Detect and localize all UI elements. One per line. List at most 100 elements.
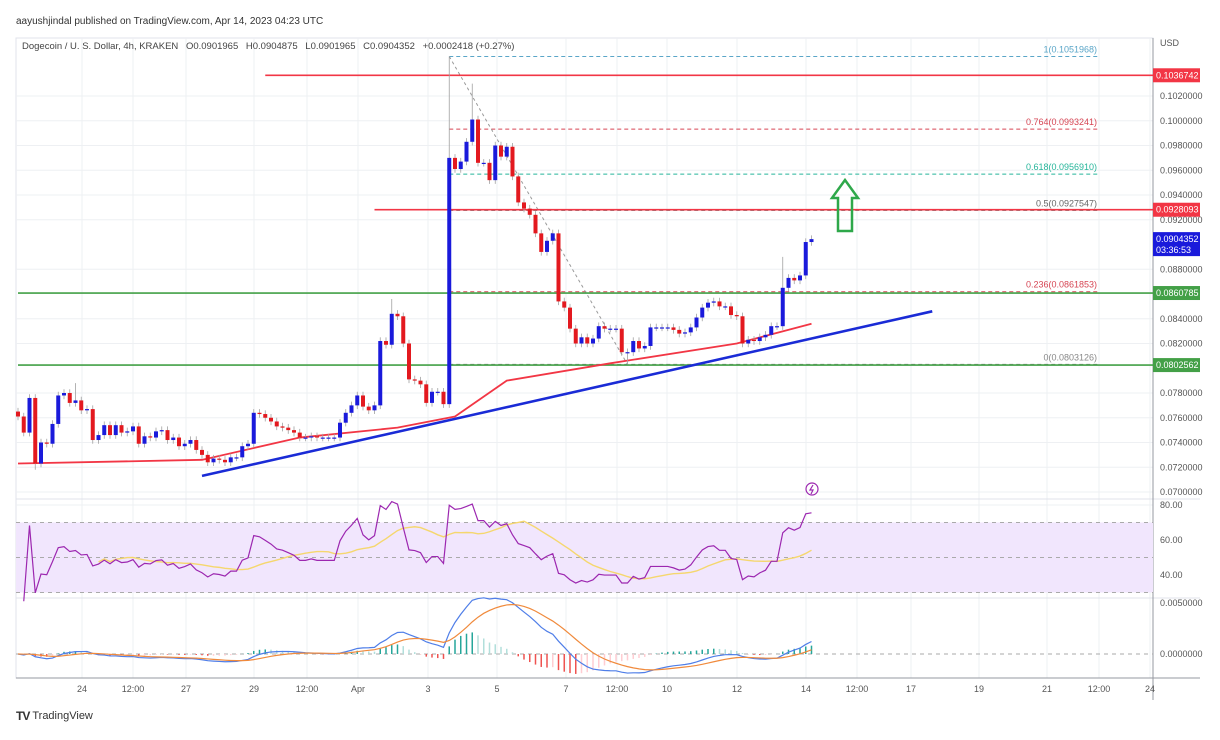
candle-body bbox=[217, 458, 222, 460]
candle bbox=[487, 159, 492, 184]
candle-body bbox=[159, 430, 164, 432]
candle-body bbox=[366, 406, 371, 411]
candle bbox=[102, 421, 107, 439]
candle-body bbox=[326, 437, 331, 439]
time-tick-label: 24 bbox=[1145, 684, 1155, 694]
candle-body bbox=[389, 313, 394, 345]
candle-body bbox=[533, 214, 538, 234]
price-tick-label: 0.0780000 bbox=[1160, 388, 1203, 398]
candle bbox=[476, 115, 480, 167]
candle bbox=[648, 323, 653, 350]
candle-body bbox=[706, 302, 710, 308]
candle-body bbox=[435, 391, 440, 393]
candle-body bbox=[246, 443, 250, 447]
candle-body bbox=[257, 412, 262, 415]
arrow-up-icon bbox=[829, 177, 861, 233]
candle bbox=[280, 422, 285, 432]
candle-body bbox=[493, 145, 498, 181]
candle-body bbox=[430, 391, 434, 403]
trendline bbox=[201, 310, 933, 478]
price-tick-label: 0.0760000 bbox=[1160, 413, 1203, 423]
candle-body bbox=[763, 334, 768, 338]
candle bbox=[131, 422, 135, 436]
candle-body bbox=[79, 400, 84, 411]
price-label: 0.0928093 bbox=[1156, 205, 1199, 215]
tradingview-logo[interactable]: TV TradingView bbox=[16, 709, 93, 723]
candle-body bbox=[769, 326, 774, 335]
candle bbox=[309, 432, 314, 442]
candle-body bbox=[585, 337, 590, 344]
candle bbox=[378, 337, 383, 410]
candle bbox=[458, 157, 463, 173]
candle-body bbox=[734, 315, 739, 317]
candle-body bbox=[361, 395, 365, 407]
candle bbox=[269, 414, 273, 426]
legend-low: L0.0901965 bbox=[305, 41, 356, 52]
candle-body bbox=[355, 395, 360, 406]
candle bbox=[113, 421, 118, 439]
candle-body bbox=[171, 437, 176, 441]
candle bbox=[533, 211, 538, 238]
time-tick-label: 5 bbox=[494, 684, 499, 694]
candle-body bbox=[545, 240, 549, 252]
candle-body bbox=[338, 422, 342, 438]
time-tick-label: 17 bbox=[906, 684, 916, 694]
candle bbox=[154, 427, 158, 442]
candle bbox=[177, 433, 181, 450]
candle bbox=[430, 388, 434, 407]
candle-body bbox=[320, 437, 325, 439]
candle bbox=[263, 410, 268, 422]
candle bbox=[642, 342, 647, 353]
candle bbox=[688, 323, 693, 337]
current-price-box bbox=[1153, 232, 1200, 257]
candle-body bbox=[510, 146, 515, 177]
candle bbox=[67, 389, 72, 407]
moving-average-line bbox=[17, 322, 812, 465]
candle-body bbox=[131, 426, 135, 432]
candle bbox=[435, 388, 440, 396]
candle bbox=[711, 297, 716, 307]
candle-body bbox=[349, 405, 354, 413]
candle-body bbox=[33, 397, 38, 464]
candle-body bbox=[775, 326, 779, 328]
price-tick-label: 0.0700000 bbox=[1160, 487, 1203, 497]
symbol-name[interactable]: Dogecoin / U. S. Dollar, 4h, KRAKEN bbox=[22, 41, 179, 52]
price-tick-label: 0.0940000 bbox=[1160, 190, 1203, 200]
candle bbox=[568, 303, 572, 333]
candle bbox=[516, 172, 521, 207]
candle-body bbox=[711, 301, 716, 303]
time-tick-label: 24 bbox=[77, 684, 87, 694]
candle-body bbox=[660, 327, 664, 329]
price-label: 0.0802562 bbox=[1156, 360, 1199, 370]
candle bbox=[694, 313, 699, 332]
candle bbox=[585, 333, 590, 348]
candle bbox=[665, 323, 670, 332]
candle bbox=[395, 310, 400, 320]
time-tick-label: 12 bbox=[732, 684, 742, 694]
price-tick-label: 0.0960000 bbox=[1160, 165, 1203, 175]
candle-body bbox=[372, 405, 377, 411]
candle bbox=[292, 426, 296, 437]
price-label: 0.0860785 bbox=[1156, 288, 1199, 298]
candle-body bbox=[108, 425, 112, 436]
candle-body bbox=[527, 208, 532, 215]
candle bbox=[90, 405, 95, 444]
time-tick-label: 27 bbox=[181, 684, 191, 694]
candle bbox=[798, 271, 802, 285]
candle-body bbox=[579, 337, 584, 344]
rsi-line bbox=[23, 500, 812, 602]
time-tick-label: 29 bbox=[249, 684, 259, 694]
candle-body bbox=[200, 449, 204, 455]
candle bbox=[50, 420, 55, 448]
candle bbox=[142, 432, 147, 448]
candle-body bbox=[792, 277, 797, 281]
candle bbox=[470, 83, 475, 146]
candle bbox=[366, 402, 371, 415]
candle bbox=[723, 302, 728, 311]
candle-body bbox=[378, 341, 383, 406]
candle bbox=[464, 138, 469, 166]
price-tick-label: 0.0920000 bbox=[1160, 215, 1203, 225]
price-label-box bbox=[1153, 358, 1200, 373]
candle bbox=[614, 324, 618, 333]
